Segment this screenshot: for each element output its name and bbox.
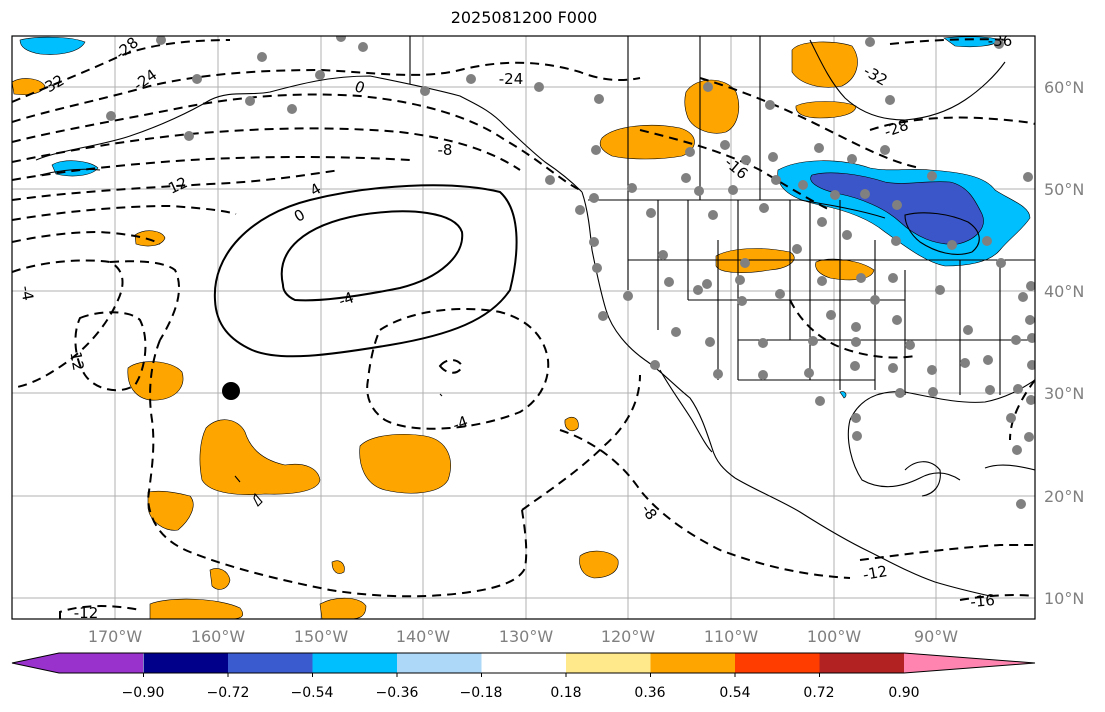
colorbar-segment <box>312 653 398 673</box>
map-title: 2025081200 F000 <box>450 8 598 27</box>
colorbar-segment <box>481 653 567 673</box>
contour-label: -24 <box>499 70 524 88</box>
colorbar-tick-label: −0.54 <box>291 685 334 701</box>
lon-label: 140°W <box>396 627 451 646</box>
latitude-labels: 60°N 50°N 40°N 30°N 20°N 10°N <box>1044 78 1084 608</box>
contour-label: -4 <box>17 284 37 302</box>
colorbar-segment <box>228 653 313 673</box>
lat-label: 50°N <box>1044 180 1084 199</box>
colorbar <box>11 652 1036 677</box>
contour-label: -36 <box>988 32 1013 50</box>
colorbar-segment <box>650 653 736 673</box>
colorbar-tick-label: 0.72 <box>803 685 834 701</box>
contour-label: -16 <box>970 591 996 611</box>
graticule <box>12 36 1035 619</box>
positive-anomaly-patches <box>12 41 875 619</box>
lon-label: 110°W <box>704 627 759 646</box>
colorbar-segment <box>819 653 905 673</box>
colorbar-segment <box>59 653 143 673</box>
highlighted-point-marker <box>222 382 240 400</box>
lon-label: 150°W <box>294 627 349 646</box>
lat-label: 10°N <box>1044 589 1084 608</box>
colorbar-tick-label: 0.36 <box>634 685 665 701</box>
colorbar-segment <box>735 653 820 673</box>
contour-lines <box>12 38 1035 619</box>
lon-label: 120°W <box>601 627 656 646</box>
lon-label: 170°W <box>88 627 143 646</box>
contour-label: -12 <box>862 562 889 584</box>
colorbar-tick-label: −0.72 <box>207 685 250 701</box>
colorbar-segment <box>143 653 229 673</box>
lon-label: 100°W <box>807 627 862 646</box>
contour-label: 12 <box>66 350 87 372</box>
lon-label: 160°W <box>191 627 246 646</box>
colorbar-tick-label: 0.90 <box>888 685 919 701</box>
colorbar-outline <box>11 652 1036 674</box>
map-frame <box>11 35 1036 620</box>
lat-label: 40°N <box>1044 282 1084 301</box>
colorbar-extend-max <box>904 653 1035 673</box>
colorbar-segment <box>566 653 651 673</box>
colorbar-tick-label: −0.36 <box>376 685 419 701</box>
lat-label: 60°N <box>1044 78 1084 97</box>
colorbar-tick-label: 0.54 <box>719 685 750 701</box>
contour-label: -4 <box>450 412 470 434</box>
contour-label: -8 <box>438 141 453 159</box>
contour-label: -12 <box>74 604 99 622</box>
lon-label: 90°W <box>914 627 958 646</box>
lat-label: 20°N <box>1044 487 1084 506</box>
contour-label: -4 <box>336 288 356 310</box>
lon-label: 130°W <box>499 627 554 646</box>
lat-label: 30°N <box>1044 384 1084 403</box>
longitude-labels: 170°W 160°W 150°W 140°W 130°W 120°W 110°… <box>88 627 958 646</box>
colorbar-tick-labels: −0.90 −0.72 −0.54 −0.36 −0.18 0.18 0.36 … <box>122 685 920 701</box>
colorbar-tick-label: −0.18 <box>460 685 503 701</box>
colorbar-extend-min <box>12 653 59 673</box>
colorbar-tick-label: 0.18 <box>550 685 581 701</box>
station-markers <box>106 36 1035 509</box>
colorbar-segment <box>397 653 482 673</box>
colorbar-tick-label: −0.90 <box>122 685 165 701</box>
